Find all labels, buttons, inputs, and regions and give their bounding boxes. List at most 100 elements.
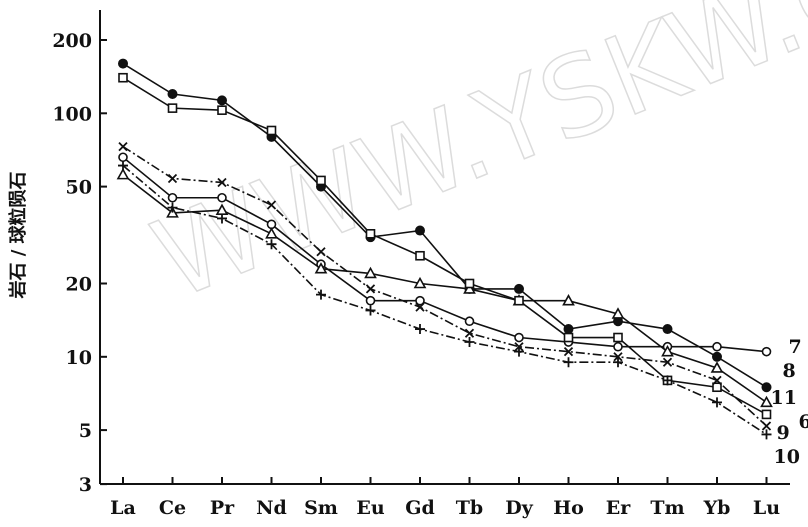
data-point-open-triangle <box>611 307 625 319</box>
series-line <box>122 77 767 416</box>
data-point-open-triangle <box>463 282 476 294</box>
y-axis-ticks: 3 5 10 20 50 100 200 <box>52 30 107 496</box>
data-point-open-triangle <box>364 266 377 279</box>
data-point-plus <box>563 357 574 368</box>
x-tick-label: Sm <box>304 497 338 519</box>
series-label: 10 <box>774 446 800 468</box>
x-axis-ticks: La Ce Pr Nd Sm Eu Gd Tb Dy Ho Er Tm Yb Lu <box>110 477 780 519</box>
y-tick-label: 3 <box>79 474 92 496</box>
data-point-open-circle <box>613 341 623 352</box>
data-point-plus <box>662 375 673 386</box>
data-point-cross <box>365 284 376 294</box>
data-point-plus <box>167 202 178 213</box>
x-tick-label: Er <box>606 497 631 519</box>
x-tick-label: Tb <box>456 497 483 519</box>
y-tick-label: 5 <box>79 420 92 442</box>
data-point-plus <box>712 397 722 408</box>
series-label: 7 <box>789 336 802 358</box>
data-point-open-square <box>316 175 326 186</box>
data-point-open-triangle <box>116 167 130 180</box>
data-point-cross <box>662 357 673 367</box>
axes <box>99 10 790 485</box>
data-point-cross <box>316 247 326 257</box>
data-point-open-square <box>415 250 425 261</box>
data-point-cross <box>613 352 623 362</box>
data-point-plus <box>217 213 227 224</box>
data-point-plus <box>316 289 326 300</box>
series-line <box>122 156 767 353</box>
data-point-cross <box>415 302 425 312</box>
data-point-plus <box>464 337 475 348</box>
y-tick-label: 100 <box>52 103 92 125</box>
data-point-open-circle <box>712 341 722 352</box>
series-label: 6 <box>799 411 808 433</box>
x-tick-label: Ho <box>553 497 584 519</box>
data-point-open-square <box>761 409 772 420</box>
data-point-open-triangle <box>562 294 575 306</box>
data-point-open-square <box>464 278 475 289</box>
series-line <box>122 62 767 388</box>
y-axis-title: 岩石 / 球粒陨石 <box>7 171 29 299</box>
data-point-cross <box>266 200 277 210</box>
data-point-plus <box>365 305 376 316</box>
data-point-filled-circle <box>118 58 128 69</box>
data-point-open-square <box>365 228 376 239</box>
x-tick-label: La <box>110 497 136 519</box>
data-point-open-triangle <box>413 276 427 289</box>
y-tick-label: 200 <box>52 30 92 52</box>
data-point-cross <box>761 421 772 431</box>
y-tick-label: 10 <box>66 347 92 369</box>
data-point-plus <box>514 346 524 357</box>
x-tick-label: Lu <box>753 497 780 519</box>
data-point-filled-circle <box>217 95 227 106</box>
data-point-cross <box>167 173 178 184</box>
data-point-cross <box>712 375 722 386</box>
data-point-open-square <box>118 72 128 83</box>
series-label: 11 <box>771 387 797 409</box>
x-tick-label: Yb <box>703 497 731 519</box>
data-point-cross <box>118 141 128 152</box>
data-point-open-square <box>167 103 178 113</box>
data-point-filled-circle <box>761 382 772 393</box>
series-line <box>122 164 767 436</box>
data-point-open-circle <box>167 192 178 203</box>
data-point-cross <box>464 328 475 338</box>
data-point-filled-circle <box>563 324 574 335</box>
data-point-filled-circle <box>662 324 673 335</box>
data-point-open-circle <box>266 219 277 230</box>
data-point-open-square <box>712 382 722 393</box>
data-point-open-square <box>563 332 574 343</box>
data-point-filled-circle <box>514 283 524 294</box>
x-tick-label: Nd <box>256 497 287 519</box>
data-point-open-triangle <box>661 344 674 357</box>
data-point-filled-circle <box>167 89 178 100</box>
series-markers <box>116 58 773 440</box>
data-point-cross <box>563 347 574 357</box>
x-tick-label: Pr <box>210 497 235 519</box>
data-point-open-square <box>613 332 623 343</box>
data-point-open-triangle <box>265 227 278 239</box>
data-point-filled-circle <box>415 225 425 236</box>
data-point-plus <box>415 324 425 335</box>
data-point-plus <box>266 239 277 250</box>
y-tick-label: 50 <box>66 177 92 199</box>
data-point-open-triangle <box>314 262 328 274</box>
data-point-open-square <box>266 125 277 136</box>
data-point-filled-circle <box>712 351 722 362</box>
data-point-plus <box>118 160 128 171</box>
x-tick-label: Eu <box>356 497 384 519</box>
data-point-open-circle <box>217 192 227 203</box>
x-tick-label: Gd <box>405 497 435 519</box>
y-tick-label: 20 <box>66 274 92 296</box>
data-point-open-circle <box>415 295 425 306</box>
data-point-open-triangle <box>710 361 724 373</box>
data-point-open-square <box>514 295 524 306</box>
series-label: 9 <box>777 422 790 444</box>
data-point-open-circle <box>514 332 524 343</box>
data-point-open-circle <box>464 316 475 327</box>
watermark: WWW.YSKW.COM <box>137 0 808 324</box>
data-point-open-circle <box>118 152 128 163</box>
data-point-open-square <box>217 105 227 115</box>
